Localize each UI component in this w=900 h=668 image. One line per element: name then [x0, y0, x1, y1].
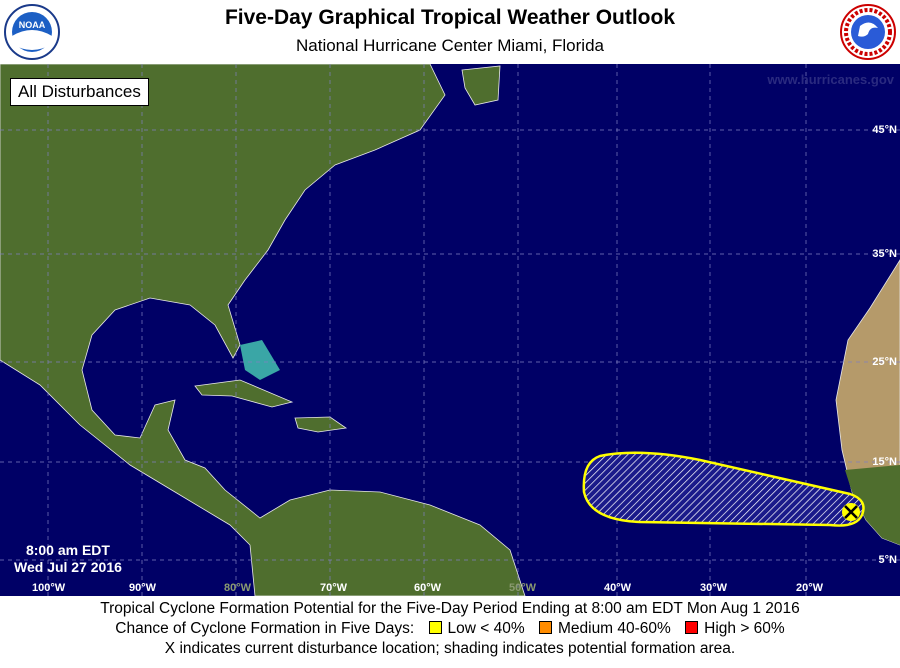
noaa-logo: NOAA: [4, 4, 60, 60]
lon-label: 40°W: [604, 582, 632, 594]
lon-label: 50°W: [509, 582, 537, 594]
newfoundland-landmass: [461, 65, 501, 106]
disturbance-filter-button[interactable]: All Disturbances: [10, 78, 149, 106]
lat-label: 45°N: [872, 124, 897, 136]
lon-label: 60°W: [414, 582, 442, 594]
west-africa-vegetation: [845, 465, 900, 545]
page-subtitle: National Hurricane Center Miami, Florida: [295, 36, 604, 55]
lat-label: 35°N: [872, 248, 897, 260]
legend-row: Chance of Cyclone Formation in Five Days…: [0, 619, 900, 639]
legend-title: Chance of Cyclone Formation in Five Days…: [115, 620, 415, 637]
lon-label: 70°W: [320, 582, 348, 594]
page-title: Five-Day Graphical Tropical Weather Outl…: [224, 6, 676, 29]
americas-landmass: [0, 64, 526, 596]
graticule: [0, 64, 900, 596]
map[interactable]: All Disturbances www.hurricanes.gov 45°N…: [0, 64, 900, 596]
explanation-text: X indicates current disturbance location…: [164, 640, 736, 657]
issued-timestamp: 8:00 am EDT Wed Jul 27 2016: [14, 542, 122, 576]
hispaniola-landmass: [294, 416, 348, 433]
lat-label: 25°N: [872, 356, 897, 368]
issued-date: Wed Jul 27 2016: [14, 559, 122, 575]
map-canvas: [0, 64, 900, 596]
lon-label: 30°W: [700, 582, 728, 594]
nws-logo: [840, 4, 896, 60]
formation-area-low[interactable]: [582, 451, 865, 527]
high-swatch: [685, 621, 699, 634]
legend-medium: Medium 40-60%: [557, 620, 671, 637]
low-swatch: [428, 621, 442, 634]
watermark: www.hurricanes.gov: [767, 72, 894, 87]
legend-low: Low < 40%: [447, 620, 525, 637]
svg-text:NOAA: NOAA: [19, 20, 46, 30]
header: NOAA Five-Day Graphical Tropical Weather…: [0, 0, 900, 64]
period-text: Tropical Cyclone Formation Potential for…: [100, 600, 800, 617]
x-icon[interactable]: [842, 503, 860, 521]
lon-label: 90°W: [129, 582, 157, 594]
medium-swatch: [538, 621, 552, 634]
lat-label: 15°N: [872, 456, 897, 468]
bahamas-shallows: [240, 340, 280, 380]
issued-time: 8:00 am EDT: [25, 542, 110, 558]
lon-label: 80°W: [224, 582, 252, 594]
lon-label: 20°W: [796, 582, 824, 594]
legend-high: High > 60%: [704, 620, 785, 637]
footer-legend: Tropical Cyclone Formation Potential for…: [0, 596, 900, 668]
lat-label: 5°N: [878, 554, 897, 566]
lon-label: 100°W: [32, 582, 66, 594]
cuba-landmass: [194, 379, 294, 408]
